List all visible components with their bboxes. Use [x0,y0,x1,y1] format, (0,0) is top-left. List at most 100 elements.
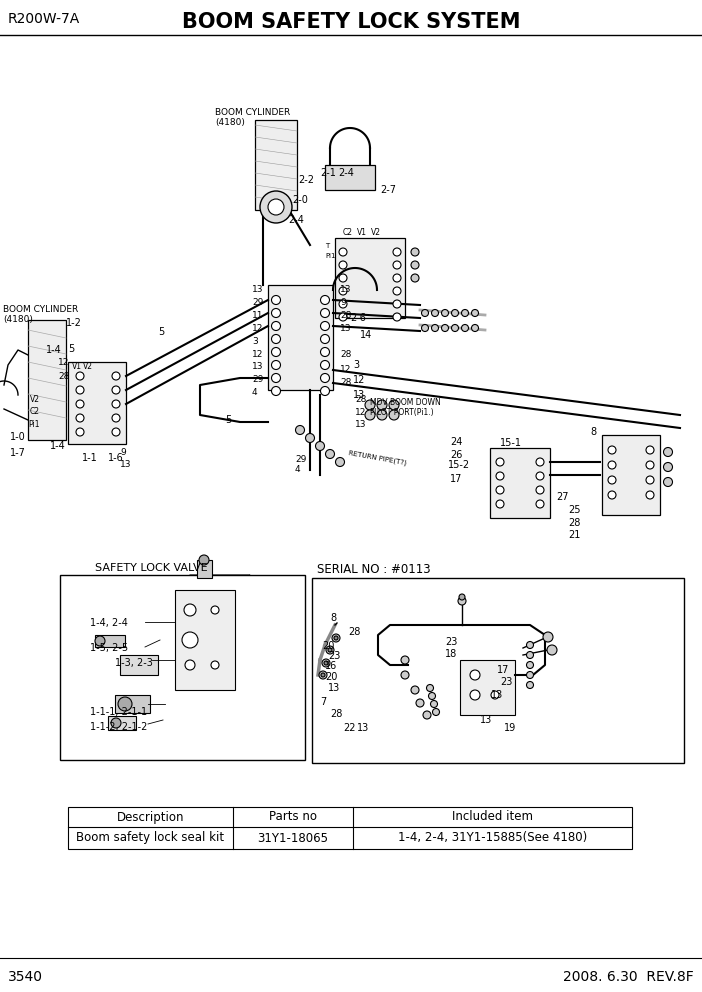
Circle shape [272,387,281,396]
Circle shape [421,324,428,331]
Circle shape [339,248,347,256]
Circle shape [393,287,401,295]
Text: 1-3, 2-3: 1-3, 2-3 [115,658,153,668]
Circle shape [430,700,437,707]
Circle shape [334,636,338,640]
Bar [95,635,125,647]
Circle shape [118,697,132,711]
Text: 23: 23 [328,651,340,661]
Circle shape [393,274,401,282]
Circle shape [411,686,419,694]
Text: 13: 13 [491,690,503,700]
Circle shape [543,632,553,642]
Text: 1-7: 1-7 [10,448,26,458]
Text: 12: 12 [252,350,263,359]
Text: V2: V2 [83,362,93,371]
Circle shape [185,660,195,670]
Text: 1-6: 1-6 [108,453,124,463]
Bar [460,660,515,715]
Circle shape [111,718,121,728]
Text: 20: 20 [322,641,334,651]
Circle shape [646,476,654,484]
Text: 29: 29 [252,375,263,384]
Text: 15-2: 15-2 [448,460,470,470]
Text: 28: 28 [568,518,581,528]
Circle shape [663,447,673,456]
Text: RETURN PIPE(T?): RETURN PIPE(T?) [348,450,407,466]
Text: 2008. 6.30  REV.8F: 2008. 6.30 REV.8F [563,970,694,984]
Text: V2: V2 [371,228,381,237]
Text: C2: C2 [30,407,40,416]
Text: 28: 28 [348,627,360,637]
Text: 3540: 3540 [8,970,43,984]
Circle shape [112,386,120,394]
Circle shape [393,248,401,256]
Circle shape [401,671,409,679]
Circle shape [377,410,387,420]
Text: 28: 28 [355,395,366,404]
Circle shape [95,636,105,646]
Circle shape [272,334,281,343]
Text: 1-4: 1-4 [46,345,62,355]
Circle shape [339,300,347,308]
Text: 13: 13 [252,362,263,371]
Bar [120,655,158,675]
Polygon shape [515,645,530,715]
Circle shape [76,400,84,408]
Circle shape [608,476,616,484]
Text: 1-1-1, 2-1-1: 1-1-1, 2-1-1 [90,707,147,717]
Circle shape [389,410,399,420]
Circle shape [112,372,120,380]
Circle shape [411,248,419,256]
Bar [68,807,632,849]
Text: R200W-7A: R200W-7A [8,12,80,26]
Text: 1-4, 2-4: 1-4, 2-4 [90,618,128,628]
Text: Pi1: Pi1 [325,253,336,259]
Text: 31Y1-18065: 31Y1-18065 [258,831,329,844]
Text: 23: 23 [500,677,512,687]
Text: 1-4, 2-4, 31Y1-15885(See 4180): 1-4, 2-4, 31Y1-15885(See 4180) [398,831,587,844]
Text: 1-2: 1-2 [66,318,82,328]
Text: 1-0: 1-0 [10,432,26,442]
Text: 2-0: 2-0 [292,195,308,205]
Circle shape [272,347,281,356]
Circle shape [646,446,654,454]
Circle shape [305,434,314,442]
Circle shape [393,300,401,308]
Text: Parts no: Parts no [269,810,317,823]
Text: 9: 9 [340,298,346,307]
Circle shape [608,446,616,454]
Text: SAFETY LOCK VALVE: SAFETY LOCK VALVE [95,563,208,573]
Text: 25: 25 [568,505,581,515]
Circle shape [321,673,325,677]
Text: 2-2: 2-2 [298,175,314,185]
Text: Included item: Included item [452,810,533,823]
Text: 11: 11 [252,311,263,320]
Text: 1-1: 1-1 [82,453,98,463]
Circle shape [322,659,330,667]
Circle shape [401,656,409,664]
Circle shape [315,441,324,450]
Circle shape [326,646,334,654]
Bar [602,435,660,515]
Text: BOOM CYLINDER
(4180): BOOM CYLINDER (4180) [3,305,78,324]
Text: 21: 21 [568,530,581,540]
Circle shape [336,457,345,466]
Circle shape [442,310,449,316]
Text: 1-4: 1-4 [50,441,66,451]
Text: 5: 5 [225,415,231,425]
Text: 5: 5 [158,327,164,337]
Text: 16: 16 [325,661,337,671]
Circle shape [211,661,219,669]
Circle shape [451,310,458,316]
Circle shape [332,634,340,642]
Circle shape [393,261,401,269]
Text: 13: 13 [252,285,263,294]
Text: V1: V1 [357,228,367,237]
Circle shape [526,672,534,679]
Text: 26: 26 [450,450,463,460]
Circle shape [321,309,329,317]
Circle shape [458,597,466,605]
Bar [255,120,297,210]
Text: 29: 29 [295,455,306,464]
